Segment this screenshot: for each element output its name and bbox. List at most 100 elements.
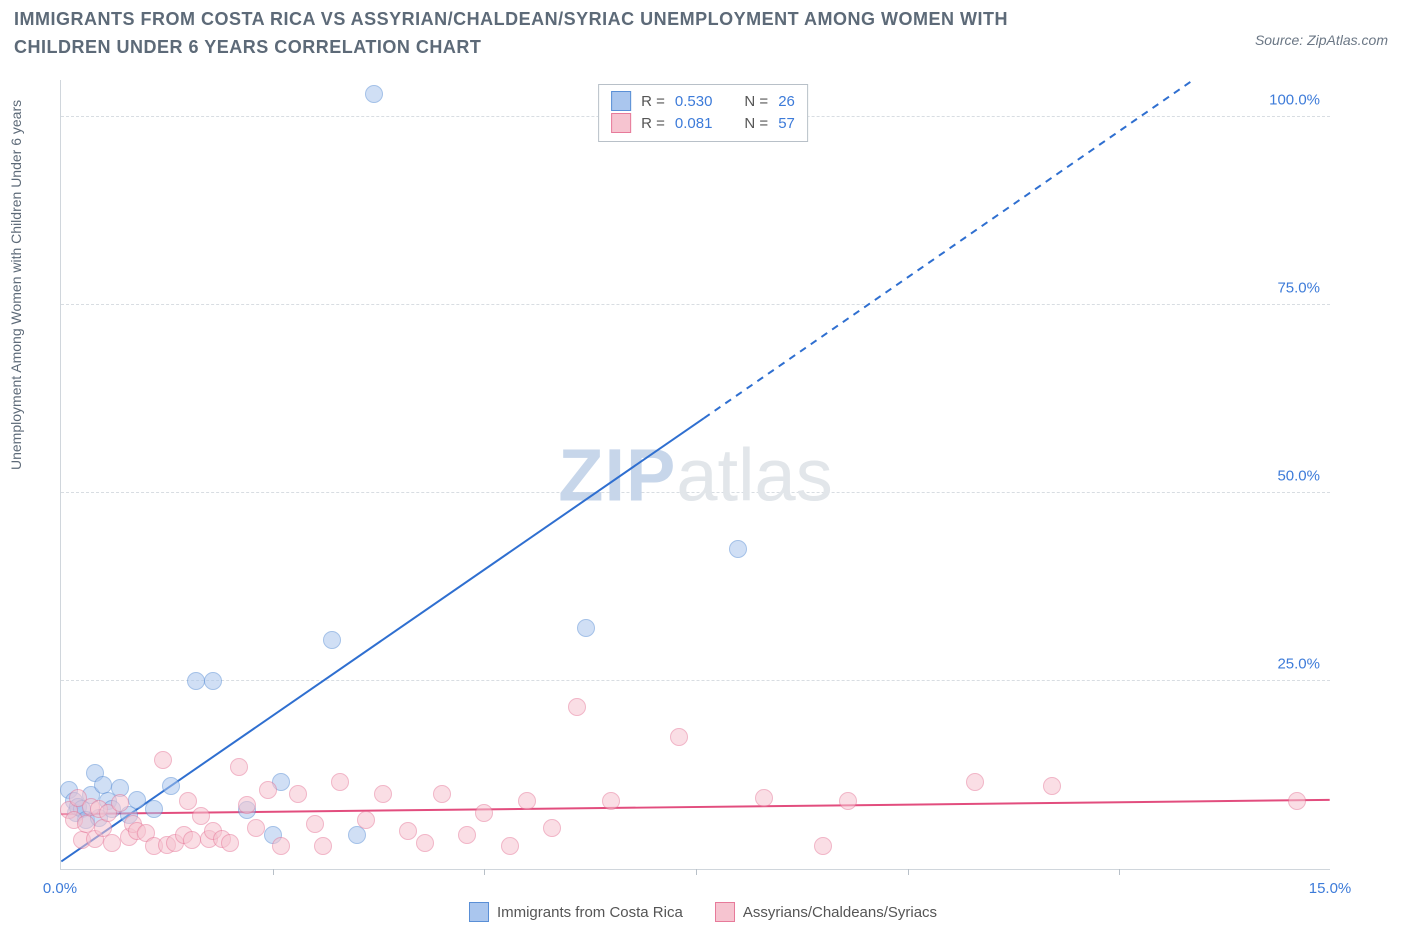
scatter-point-assyrians xyxy=(179,792,197,810)
scatter-point-assyrians xyxy=(103,834,121,852)
scatter-point-assyrians xyxy=(458,826,476,844)
scatter-point-assyrians xyxy=(568,698,586,716)
scatter-point-assyrians xyxy=(111,794,129,812)
legend-r-value: 0.530 xyxy=(675,93,713,110)
series-legend-label: Assyrians/Chaldeans/Syriacs xyxy=(743,904,937,921)
scatter-point-assyrians xyxy=(145,837,163,855)
legend-n-label: N = xyxy=(744,115,768,132)
scatter-point-costa_rica xyxy=(60,781,78,799)
scatter-point-costa_rica xyxy=(272,773,290,791)
scatter-point-assyrians xyxy=(154,751,172,769)
scatter-point-assyrians xyxy=(175,826,193,844)
scatter-point-assyrians xyxy=(670,728,688,746)
scatter-point-assyrians xyxy=(433,785,451,803)
scatter-point-assyrians xyxy=(200,830,218,848)
scatter-point-assyrians xyxy=(475,804,493,822)
chart-title: IMMIGRANTS FROM COSTA RICA VS ASSYRIAN/C… xyxy=(14,6,1086,62)
scatter-point-assyrians xyxy=(1288,792,1306,810)
scatter-point-assyrians xyxy=(82,798,100,816)
scatter-point-assyrians xyxy=(839,792,857,810)
scatter-point-assyrians xyxy=(99,804,117,822)
stats-legend-row-assyrians: R = 0.081 N = 57 xyxy=(611,113,795,133)
scatter-plot-area: ZIPatlas 25.0%50.0%75.0%100.0% xyxy=(60,80,1330,870)
source-attribution: Source: ZipAtlas.com xyxy=(1255,32,1388,48)
scatter-point-costa_rica xyxy=(111,779,129,797)
scatter-point-assyrians xyxy=(518,792,536,810)
scatter-point-costa_rica xyxy=(365,85,383,103)
legend-n-value: 57 xyxy=(778,115,795,132)
scatter-point-costa_rica xyxy=(82,786,100,804)
scatter-point-assyrians xyxy=(247,819,265,837)
scatter-point-assyrians xyxy=(60,801,78,819)
scatter-point-assyrians xyxy=(94,819,112,837)
scatter-point-assyrians xyxy=(814,837,832,855)
series-legend: Immigrants from Costa Rica Assyrians/Chal… xyxy=(0,902,1406,926)
scatter-point-costa_rica xyxy=(86,764,104,782)
x-tick-label: 15.0% xyxy=(1309,880,1352,897)
scatter-point-costa_rica xyxy=(103,800,121,818)
scatter-point-assyrians xyxy=(128,822,146,840)
scatter-point-costa_rica xyxy=(73,800,91,818)
x-tick-label: 0.0% xyxy=(43,880,77,897)
scatter-point-assyrians xyxy=(137,824,155,842)
x-tick-mark xyxy=(696,869,697,875)
scatter-point-assyrians xyxy=(230,758,248,776)
scatter-point-assyrians xyxy=(501,837,519,855)
scatter-point-costa_rica xyxy=(120,806,138,824)
scatter-point-assyrians xyxy=(399,822,417,840)
legend-swatch xyxy=(611,91,631,111)
scatter-point-assyrians xyxy=(314,837,332,855)
scatter-point-assyrians xyxy=(86,830,104,848)
scatter-point-costa_rica xyxy=(67,804,85,822)
scatter-point-costa_rica xyxy=(69,798,87,816)
scatter-point-assyrians xyxy=(543,819,561,837)
scatter-point-costa_rica xyxy=(204,672,222,690)
series-legend-item-costa_rica: Immigrants from Costa Rica xyxy=(469,902,683,922)
scatter-point-assyrians xyxy=(306,815,324,833)
legend-swatch xyxy=(611,113,631,133)
x-tick-mark xyxy=(484,869,485,875)
scatter-point-costa_rica xyxy=(94,776,112,794)
scatter-point-assyrians xyxy=(416,834,434,852)
scatter-point-assyrians xyxy=(166,834,184,852)
scatter-point-costa_rica xyxy=(90,809,108,827)
scatter-point-assyrians xyxy=(213,830,231,848)
stats-legend-row-costa_rica: R = 0.530 N = 26 xyxy=(611,91,795,111)
scatter-points-layer xyxy=(61,80,1330,869)
legend-r-label: R = xyxy=(641,93,665,110)
scatter-point-assyrians xyxy=(73,831,91,849)
scatter-point-costa_rica xyxy=(99,792,117,810)
scatter-point-costa_rica xyxy=(323,631,341,649)
scatter-point-assyrians xyxy=(374,785,392,803)
scatter-point-assyrians xyxy=(77,815,95,833)
series-legend-item-assyrians: Assyrians/Chaldeans/Syriacs xyxy=(715,902,937,922)
scatter-point-assyrians xyxy=(69,789,87,807)
legend-n-value: 26 xyxy=(778,93,795,110)
scatter-point-assyrians xyxy=(331,773,349,791)
scatter-point-assyrians xyxy=(158,836,176,854)
legend-n-label: N = xyxy=(744,93,768,110)
legend-r-value: 0.081 xyxy=(675,115,713,132)
scatter-point-costa_rica xyxy=(77,811,95,829)
scatter-point-assyrians xyxy=(357,811,375,829)
scatter-point-assyrians xyxy=(120,828,138,846)
scatter-point-assyrians xyxy=(755,789,773,807)
scatter-point-costa_rica xyxy=(187,672,205,690)
scatter-point-assyrians xyxy=(183,831,201,849)
scatter-point-assyrians xyxy=(966,773,984,791)
legend-swatch xyxy=(715,902,735,922)
scatter-point-costa_rica xyxy=(65,792,83,810)
legend-r-label: R = xyxy=(641,115,665,132)
scatter-point-assyrians xyxy=(289,785,307,803)
y-axis-label: Unemployment Among Women with Children U… xyxy=(8,100,24,470)
scatter-point-costa_rica xyxy=(162,777,180,795)
scatter-point-assyrians xyxy=(124,815,142,833)
scatter-point-costa_rica xyxy=(238,801,256,819)
scatter-point-costa_rica xyxy=(577,619,595,637)
scatter-point-assyrians xyxy=(192,807,210,825)
scatter-point-costa_rica xyxy=(729,540,747,558)
scatter-point-costa_rica xyxy=(264,826,282,844)
scatter-point-assyrians xyxy=(602,792,620,810)
legend-swatch xyxy=(469,902,489,922)
scatter-point-assyrians xyxy=(204,822,222,840)
